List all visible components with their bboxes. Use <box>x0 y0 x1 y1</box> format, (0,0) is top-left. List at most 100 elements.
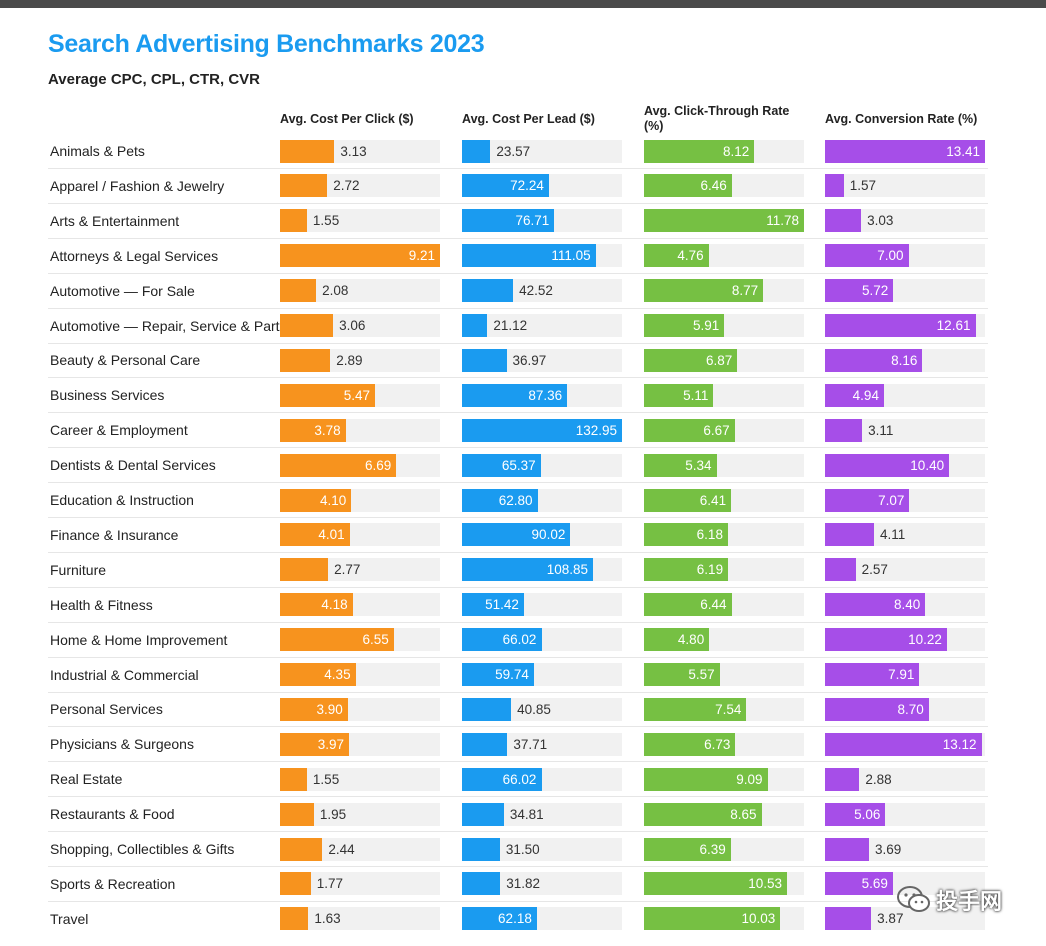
bar-track: 42.52 <box>462 279 622 303</box>
row-label: Furniture <box>50 561 107 578</box>
data-label: 37.71 <box>513 736 548 752</box>
bar-track: 3.87 <box>825 907 985 931</box>
data-label: 72.24 <box>510 178 544 194</box>
bar-track: 6.19 <box>644 558 804 582</box>
bar-track: 37.71 <box>462 732 622 756</box>
bar <box>462 488 538 512</box>
bar <box>644 209 804 233</box>
row-divider <box>48 307 988 309</box>
bar-track: 4.10 <box>280 488 440 512</box>
bar <box>280 907 309 931</box>
bar <box>644 628 710 652</box>
bar <box>462 314 488 337</box>
bar-track: 7.54 <box>644 697 804 721</box>
bar <box>280 802 314 826</box>
bar-track: 9.21 <box>280 244 440 268</box>
data-label: 8.12 <box>723 143 750 159</box>
bar <box>280 348 331 372</box>
data-label: 3.06 <box>339 318 366 333</box>
data-label: 1.55 <box>312 213 340 229</box>
bar <box>280 593 353 617</box>
bar <box>462 663 534 686</box>
bar <box>462 174 549 198</box>
bar <box>462 593 524 617</box>
bar-track: 31.82 <box>462 872 622 896</box>
bar-track: 21.12 <box>462 314 622 337</box>
watermark: 投手网 <box>896 880 1002 920</box>
row-label: Apparel / Fashion & Jewelry <box>50 177 225 194</box>
row-divider <box>48 761 988 763</box>
bar <box>280 314 334 337</box>
row-label: Real Estate <box>50 771 123 788</box>
bar <box>644 802 762 826</box>
bar-track: 3.78 <box>280 418 440 442</box>
row-label: Shopping, Collectibles & Gifts <box>50 841 235 857</box>
data-label: 51.42 <box>485 597 519 613</box>
data-label: 4.80 <box>677 632 705 648</box>
bar-track: 7.07 <box>825 488 985 512</box>
data-label: 3.78 <box>314 422 341 438</box>
bar <box>825 453 950 477</box>
row-label: Animals & Pets <box>50 143 145 159</box>
bar-track: 3.06 <box>280 314 440 337</box>
row-label: Health & Fitness <box>50 596 153 613</box>
bar-track: 11.78 <box>644 209 804 233</box>
data-label: 3.11 <box>868 422 894 438</box>
data-label: 1.55 <box>312 771 340 787</box>
bar <box>644 348 738 372</box>
bar <box>644 453 717 477</box>
data-label: 31.82 <box>506 876 541 892</box>
row-divider <box>48 517 988 518</box>
bar-track: 2.57 <box>825 558 985 582</box>
data-label: 62.80 <box>498 492 533 508</box>
data-label: 6.18 <box>696 527 723 543</box>
row-label: Business Services <box>50 387 165 404</box>
bar <box>644 767 768 791</box>
data-label: 111.05 <box>551 248 591 264</box>
data-label: 6.41 <box>699 492 727 508</box>
bar-track: 10.03 <box>644 907 804 931</box>
bar <box>644 523 728 547</box>
bar <box>825 697 929 721</box>
bar <box>644 872 787 896</box>
bar-track: 3.69 <box>825 837 985 861</box>
bar <box>462 872 501 896</box>
bar-track: 5.47 <box>280 383 440 407</box>
bar <box>644 418 735 442</box>
bar-track: 6.69 <box>280 453 440 477</box>
bar-track: 10.40 <box>825 453 985 477</box>
bar-track: 4.18 <box>280 593 440 617</box>
data-label: 3.87 <box>877 911 904 927</box>
bar <box>462 279 514 303</box>
data-label: 7.91 <box>888 667 915 682</box>
bar <box>825 383 884 407</box>
bar-track: 62.18 <box>462 907 622 931</box>
data-label: 5.47 <box>343 387 371 403</box>
bar <box>462 558 593 582</box>
bar-track: 8.77 <box>644 279 804 303</box>
row-divider <box>48 412 988 414</box>
bar <box>280 523 350 547</box>
bar-track: 1.95 <box>280 802 440 826</box>
bar <box>280 244 440 268</box>
bar-track: 13.12 <box>825 732 985 756</box>
data-label: 6.55 <box>362 632 389 648</box>
row-label: Home & Home Improvement <box>50 631 228 648</box>
bar <box>280 209 307 233</box>
row-divider <box>48 168 988 169</box>
bar <box>644 837 731 861</box>
bar-track: 5.34 <box>644 453 804 477</box>
bar-track: 2.08 <box>280 279 440 303</box>
data-label: 3.13 <box>340 143 367 159</box>
bar <box>462 244 596 268</box>
bar-track: 8.40 <box>825 593 985 617</box>
bar <box>825 802 886 826</box>
row-divider <box>48 342 988 344</box>
row-divider <box>48 866 988 867</box>
data-label: 90.02 <box>531 527 566 543</box>
data-label: 6.67 <box>703 422 730 438</box>
bar-track: 6.18 <box>644 523 804 547</box>
column-header-2: Avg. Click-Through Rate (%) <box>644 104 790 133</box>
bar-track: 51.42 <box>462 593 622 617</box>
row-label: Automotive — Repair, Service & Parts <box>50 317 287 334</box>
